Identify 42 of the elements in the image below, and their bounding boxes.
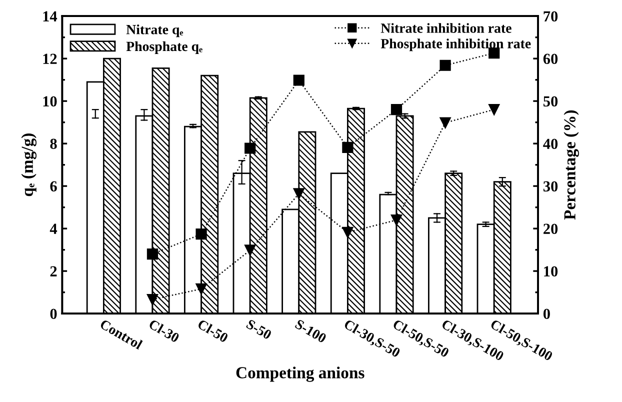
point — [146, 294, 158, 306]
y2-tick-label: 20 — [544, 224, 558, 234]
y-tick-label: 10 — [43, 96, 57, 107]
y-tick-label: 14 — [43, 11, 58, 22]
point — [244, 142, 256, 154]
point — [342, 226, 354, 238]
y-tick-label: 2 — [50, 266, 57, 276]
x-tick-label: Cl-30 — [148, 318, 180, 343]
y-tick-label: 6 — [50, 181, 57, 192]
point — [196, 228, 207, 240]
y2-tick-label: 10 — [544, 266, 558, 277]
point — [390, 214, 402, 226]
x-axis-title: Competing anions — [236, 366, 364, 382]
point — [293, 74, 304, 86]
legend-label: Phosphate qₑ — [126, 41, 202, 54]
y2-tick-label: 60 — [543, 54, 558, 64]
point — [488, 104, 500, 116]
legend-label: Phosphate inhibition rate — [380, 38, 531, 52]
point — [293, 188, 304, 200]
legend-label: Nitrate qₑ — [126, 24, 184, 38]
y2-tick-label: 40 — [543, 138, 558, 150]
point — [390, 104, 402, 116]
point — [440, 60, 451, 71]
y-tick-label: 8 — [50, 138, 57, 150]
y-tick-label: 0 — [50, 308, 57, 320]
point — [244, 244, 256, 256]
y2-tick-label: 30 — [543, 181, 558, 192]
y-tick-label: 12 — [43, 54, 57, 64]
y2-tick-label: 70 — [544, 11, 558, 22]
y-tick-label: 4 — [50, 224, 58, 234]
y2-tick-label: 0 — [543, 308, 550, 320]
point — [196, 283, 207, 294]
y2-axis-title: Percentage (%) — [564, 110, 579, 220]
y-axis-title: qₑ (mg/g) — [21, 134, 37, 196]
x-tick-label: Cl-50 — [196, 318, 229, 343]
point — [440, 117, 451, 128]
x-tick-label: S-100 — [294, 319, 327, 344]
y2-tick-label: 50 — [544, 96, 558, 107]
point — [342, 142, 354, 153]
point — [146, 248, 158, 260]
x-tick-label: S-50 — [246, 319, 272, 340]
legend-label: Nitrate inhibition rate — [380, 23, 512, 33]
